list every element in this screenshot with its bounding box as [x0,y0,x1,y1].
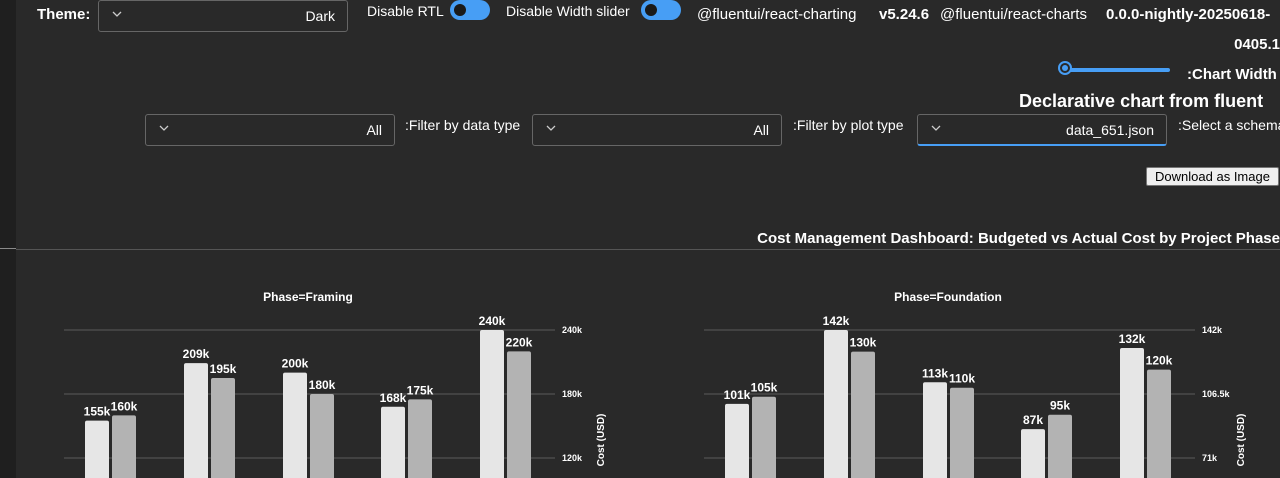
bar [725,404,749,478]
bar [1147,370,1171,478]
theme-value: Dark [305,8,335,24]
bar-data-label: 200k [282,357,309,371]
download-image-button[interactable]: Download as Image [1146,167,1279,186]
data-type-value: All [366,122,382,138]
bar [1120,348,1144,478]
bar [507,351,531,478]
toggle-knob [645,4,657,16]
filter-data-type-label: :Filter by data type [405,117,520,133]
bar [381,407,405,478]
bar [112,415,136,478]
bar [408,399,432,478]
bar-data-label: 101k [724,388,751,402]
y-tick-label: 71k [1202,453,1218,463]
bar [752,397,776,478]
section-divider [16,249,1280,250]
bar-data-label: 180k [309,378,336,392]
bar-data-label: 130k [850,336,877,350]
package-charts-version: 0.0.0-nightly-20250618- [1106,6,1270,23]
bar [950,388,974,478]
bar [1021,429,1045,478]
package-charting-version: v5.24.6 [879,6,929,23]
y-tick-label: 120k [562,453,583,463]
bar [283,373,307,478]
bar-data-label: 113k [922,366,948,380]
y-tick-label: 142k [1202,325,1223,335]
bar-data-label: 160k [111,399,138,413]
schema-dropdown[interactable]: data_651.json [917,114,1167,146]
disable-width-slider-toggle[interactable] [641,0,681,20]
y-tick-label: 240k [562,325,583,335]
y-tick-label: 180k [562,389,583,399]
package-charts-version-cont: 0405.1 [1234,36,1280,53]
panel-title: Phase=Framing [263,290,353,304]
select-schema-label: :Select a schema [1178,117,1280,133]
filter-plot-type-label: :Filter by plot type [793,117,904,133]
theme-label: Theme: [37,6,90,23]
panel-title: Phase=Foundation [894,290,1002,304]
data-type-dropdown[interactable]: All [145,114,395,146]
chevron-down-icon [930,122,942,134]
bar-data-label: 175k [407,383,434,397]
bar [824,330,848,478]
bar-data-label: 110k [949,372,975,386]
bar-data-label: 142k [823,314,850,328]
bar-data-label: 95k [1050,399,1070,413]
bar [85,421,109,478]
bar [1048,415,1072,478]
y-axis-label: Cost (USD) [1236,414,1247,467]
bar-data-label: 132k [1119,332,1146,346]
disable-rtl-label: Disable RTL [367,3,444,19]
disable-rtl-toggle[interactable] [450,0,490,20]
dashboard-title: Cost Management Dashboard: Budgeted vs A… [757,230,1280,247]
package-charting-name: @fluentui/react-charting [697,6,856,23]
left-rail [0,0,16,478]
y-tick-label: 106.5k [1202,389,1231,399]
schema-value: data_651.json [1066,122,1154,138]
chevron-down-icon [158,122,170,134]
chevron-down-icon [545,122,557,134]
bar-data-label: 168k [380,391,407,405]
plot-type-dropdown[interactable]: All [532,114,782,146]
bar [310,394,334,478]
toggle-knob [454,4,466,16]
package-charts-name: @fluentui/react-charts [940,6,1087,23]
bar [851,352,875,478]
bar [184,363,208,478]
bar [211,378,235,478]
bar-data-label: 209k [183,347,210,361]
disable-width-slider-label: Disable Width slider [506,3,630,19]
theme-dropdown[interactable]: Dark [98,0,348,32]
declarative-heading: Declarative chart from fluent [1019,91,1263,112]
chevron-down-icon [111,8,123,20]
chart-width-label: :Chart Width [1187,66,1277,83]
bar-data-label: 87k [1023,413,1043,427]
bar-data-label: 195k [210,362,237,376]
bar [480,330,504,478]
bar-data-label: 155k [84,405,111,419]
bar [923,382,947,478]
bar-data-label: 105k [751,381,778,395]
y-axis-label: Cost (USD) [596,414,607,467]
rail-divider [0,248,16,249]
bar-data-label: 120k [1146,354,1173,368]
chart-width-slider-thumb[interactable] [1058,61,1072,75]
bar-data-label: 220k [506,335,533,349]
plot-type-value: All [753,122,769,138]
bar-data-label: 240k [479,314,506,328]
chart-width-slider-track[interactable] [1066,68,1170,72]
